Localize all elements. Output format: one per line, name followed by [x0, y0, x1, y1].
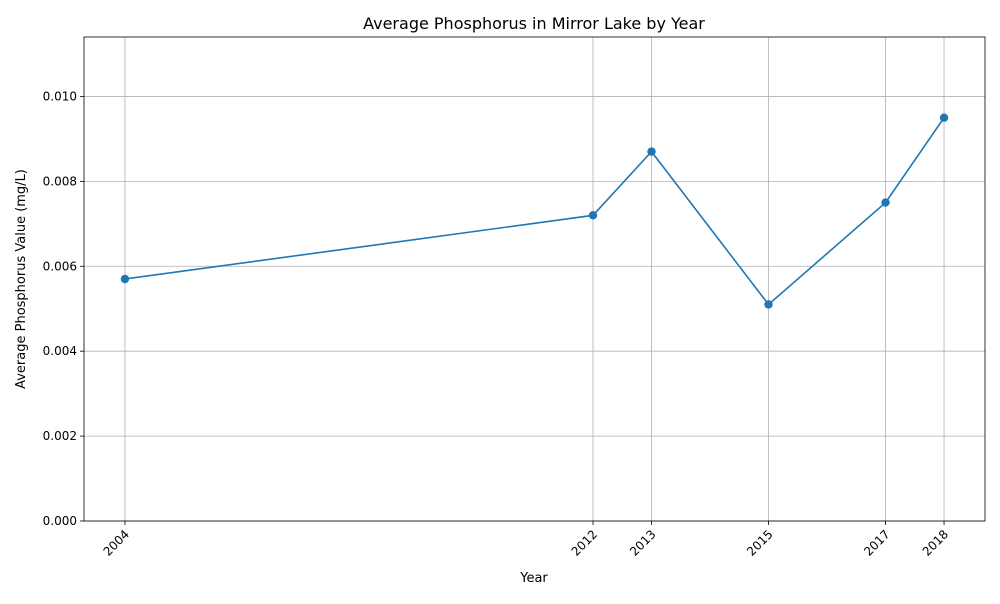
- grid: [84, 37, 985, 522]
- x-tick-label: 2015: [744, 527, 775, 558]
- data-point: [881, 198, 890, 207]
- data-point: [647, 147, 656, 156]
- data-point: [939, 113, 949, 122]
- y-tick-label: 0.002: [43, 429, 77, 443]
- x-tick-label: 2012: [569, 527, 600, 558]
- y-tick-label: 0.006: [43, 259, 77, 273]
- y-tick-label: 0.008: [43, 174, 77, 188]
- x-tick-label: 2018: [920, 527, 951, 558]
- x-tick-label: 2004: [101, 527, 132, 558]
- y-tick-label: 0.000: [43, 514, 77, 528]
- data-point: [764, 300, 773, 309]
- chart-title: Average Phosphorus in Mirror Lake by Yea…: [363, 14, 705, 33]
- x-tick-label: 2013: [627, 527, 658, 558]
- data-point: [588, 211, 598, 220]
- series-layer: [120, 113, 949, 309]
- ticks: 2004 2012 2013 2015 2017 2018 0.000 0.002 0.004 0…: [43, 89, 952, 558]
- data-point: [120, 274, 130, 284]
- axes: [83, 36, 986, 522]
- y-tick-label: 0.004: [43, 344, 77, 358]
- plot-frame: [83, 36, 986, 522]
- y-tick-label: 0.010: [43, 89, 77, 103]
- y-axis-label: Average Phosphorus Value (mg/L): [14, 169, 29, 389]
- series-line: [124, 117, 945, 306]
- x-tick-label: 2017: [861, 527, 892, 558]
- x-axis-label: Year: [519, 571, 548, 586]
